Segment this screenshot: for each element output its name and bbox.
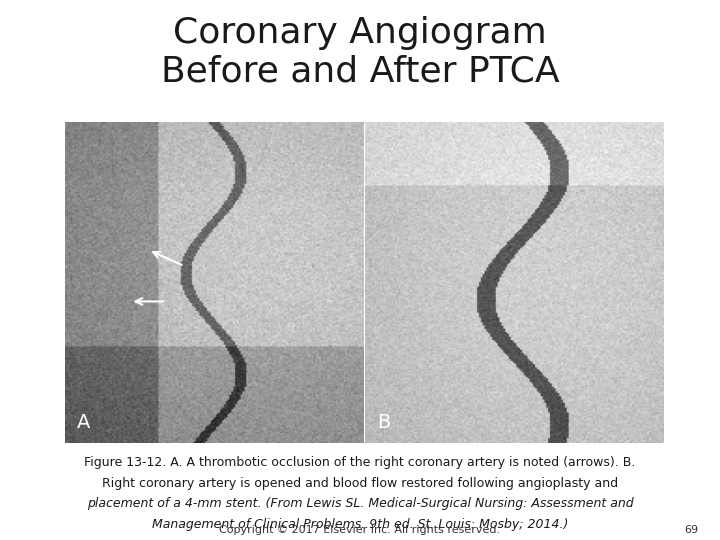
Text: B: B (377, 413, 390, 431)
Text: Right coronary artery is opened and blood flow restored following angioplasty an: Right coronary artery is opened and bloo… (102, 477, 618, 490)
Text: Coronary Angiogram
Before and After PTCA: Coronary Angiogram Before and After PTCA (161, 16, 559, 88)
Text: Figure 13-12. A. A thrombotic occlusion of the right coronary artery is noted (a: Figure 13-12. A. A thrombotic occlusion … (84, 456, 636, 469)
Text: A: A (77, 413, 90, 431)
Text: placement of a 4-mm stent. (From Lewis SL. Medical-Surgical Nursing: Assessment : placement of a 4-mm stent. (From Lewis S… (86, 497, 634, 510)
Text: Copyright © 2017 Elsevier Inc. All rights reserved.: Copyright © 2017 Elsevier Inc. All right… (220, 524, 500, 535)
Text: 69: 69 (684, 524, 698, 535)
Text: Management of Clinical Problems. 9th ed. St. Louis: Mosby; 2014.): Management of Clinical Problems. 9th ed.… (152, 518, 568, 531)
